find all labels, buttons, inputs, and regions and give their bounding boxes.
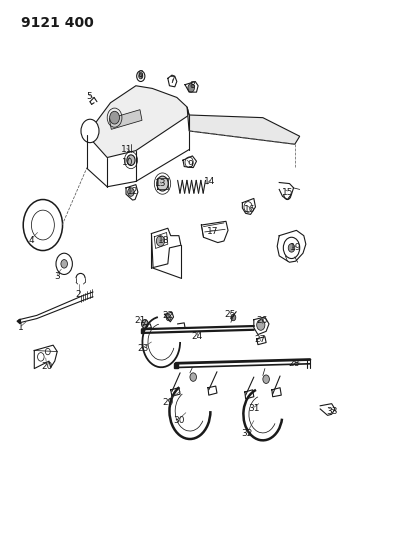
Text: 8: 8 <box>189 81 195 90</box>
Text: 20: 20 <box>41 362 52 371</box>
Text: 21: 21 <box>134 316 145 325</box>
Text: 19: 19 <box>290 244 301 253</box>
Text: 11: 11 <box>121 145 133 154</box>
Text: 28: 28 <box>288 359 299 368</box>
Polygon shape <box>109 110 142 130</box>
Text: 27: 27 <box>254 335 265 344</box>
Text: 9121 400: 9121 400 <box>21 15 94 29</box>
Text: 31: 31 <box>248 405 260 414</box>
Circle shape <box>128 188 134 196</box>
Circle shape <box>166 314 171 321</box>
Text: 3: 3 <box>54 272 60 280</box>
Text: 22: 22 <box>162 311 173 320</box>
Circle shape <box>110 111 120 124</box>
Text: 17: 17 <box>207 228 219 237</box>
Circle shape <box>231 314 236 321</box>
Text: 10: 10 <box>122 158 134 167</box>
Text: 26: 26 <box>256 316 268 325</box>
Circle shape <box>81 119 99 143</box>
Text: 12: 12 <box>127 187 138 196</box>
Text: 6: 6 <box>137 70 143 78</box>
Circle shape <box>263 375 269 383</box>
Text: 24: 24 <box>192 332 203 341</box>
Text: 14: 14 <box>204 177 215 186</box>
Text: 2: 2 <box>76 289 81 298</box>
Text: 1: 1 <box>18 323 24 332</box>
Circle shape <box>190 373 196 381</box>
Text: 30: 30 <box>173 416 185 425</box>
Polygon shape <box>187 107 300 144</box>
Text: 25: 25 <box>224 310 236 319</box>
Circle shape <box>142 320 148 328</box>
Text: 29: 29 <box>162 398 173 407</box>
Circle shape <box>188 84 194 92</box>
Polygon shape <box>141 329 143 333</box>
Polygon shape <box>87 86 189 158</box>
Text: 33: 33 <box>326 407 337 416</box>
Circle shape <box>288 244 295 252</box>
Text: 15: 15 <box>282 188 293 197</box>
Text: 5: 5 <box>86 92 92 101</box>
Polygon shape <box>173 364 178 368</box>
Text: 32: 32 <box>242 430 253 439</box>
Text: 13: 13 <box>155 179 166 188</box>
Text: 16: 16 <box>244 205 256 214</box>
Text: 7: 7 <box>169 76 175 85</box>
Text: 9: 9 <box>187 160 193 169</box>
Circle shape <box>139 74 143 79</box>
Text: 23: 23 <box>138 344 149 353</box>
Circle shape <box>157 176 168 191</box>
Text: 4: 4 <box>29 237 34 246</box>
Circle shape <box>257 320 265 330</box>
Polygon shape <box>17 319 21 324</box>
Circle shape <box>127 155 135 165</box>
Circle shape <box>156 236 164 246</box>
Text: 18: 18 <box>158 237 169 246</box>
Circle shape <box>61 260 67 268</box>
